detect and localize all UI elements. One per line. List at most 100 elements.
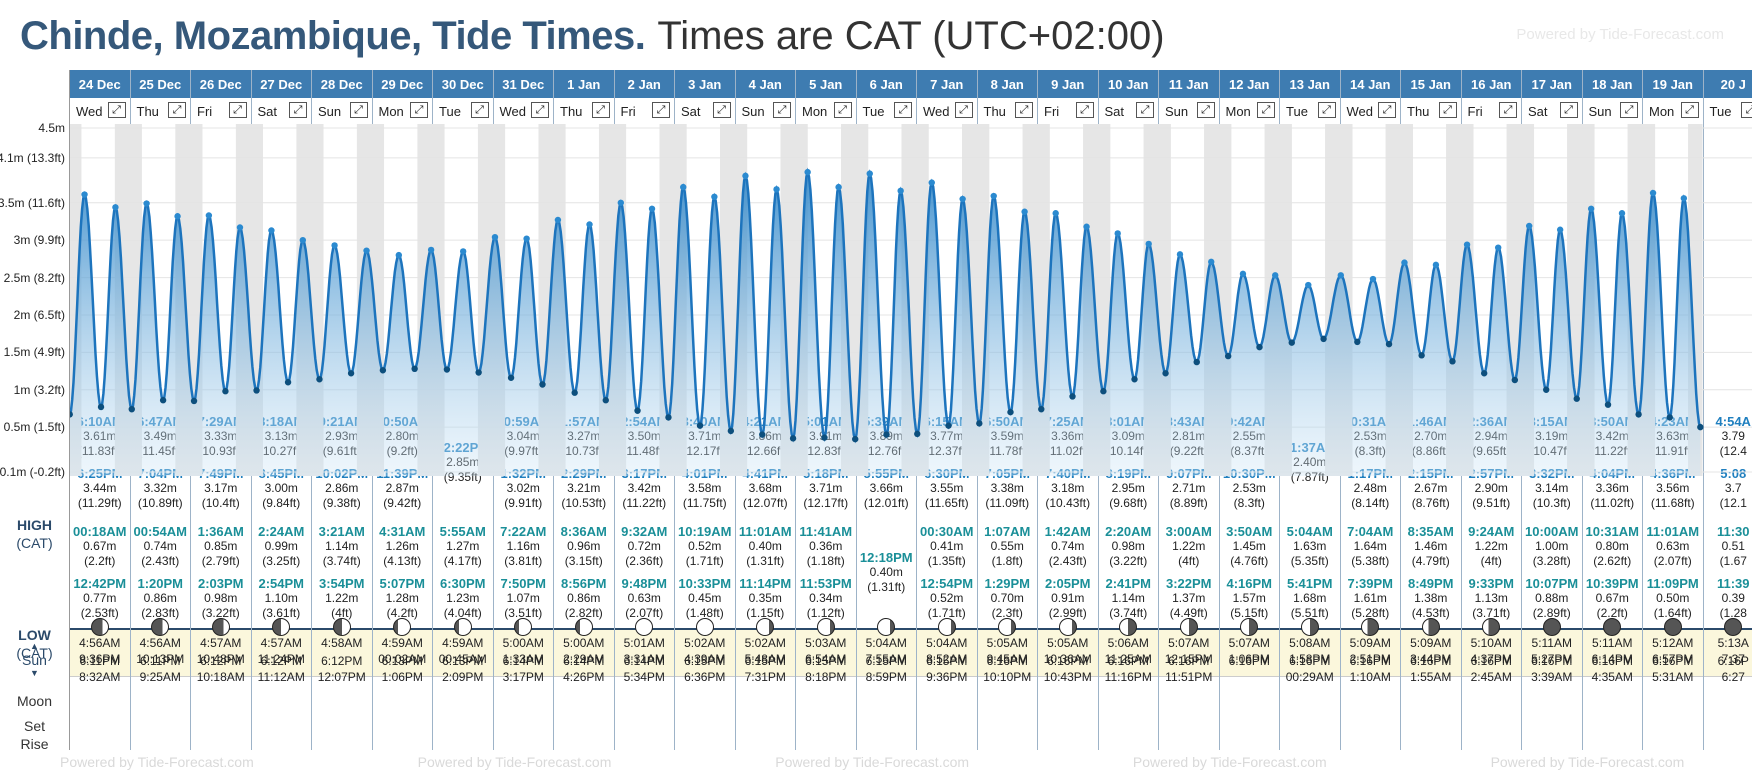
expand-icon[interactable]: ⤢	[1499, 102, 1517, 118]
expand-icon[interactable]: ⤢	[652, 102, 670, 118]
weekday-label: Mon ⤢	[796, 98, 856, 124]
powered-by-text[interactable]: Powered by Tide-Forecast.com	[1132, 754, 1327, 770]
expand-icon[interactable]: ⤢	[1620, 102, 1638, 118]
low-tide-height-m: 0.41m	[930, 539, 964, 553]
low-tide-entry: 7:50PM 1.07m (3.51ft)	[494, 576, 554, 621]
high-tide-height-ft: (9.51ft)	[1472, 496, 1511, 510]
expand-icon[interactable]: ⤢	[410, 102, 428, 118]
tide-point	[866, 170, 873, 177]
date-bar	[0, 70, 1752, 98]
expand-icon[interactable]: ⤢	[1257, 102, 1275, 118]
sunset-time: 6:15PM	[684, 654, 726, 668]
moonrise-time: 4:26PM	[563, 670, 605, 684]
high-tide-height-m: 3.38m	[990, 481, 1024, 495]
low-tide-height-m: 0.85m	[204, 539, 238, 553]
expand-icon[interactable]: ⤢	[1317, 102, 1336, 118]
y-axis-tick-label: 4.5m	[38, 121, 65, 135]
tide-point	[1069, 393, 1076, 400]
expand-icon[interactable]: ⤢	[1136, 102, 1154, 118]
sunset-time: 6:11PM	[140, 654, 181, 668]
expand-icon[interactable]: ⤢	[289, 102, 307, 118]
y-axis-tick-label: 1m (3.2ft)	[13, 382, 65, 397]
low-tide-time: 1:42AM	[1044, 524, 1091, 539]
low-tide-height-ft: (4ft)	[331, 606, 353, 620]
expand-icon[interactable]: ⤢	[1075, 102, 1094, 118]
low-tide-entry: 7:39PM 1.61m (5.28ft)	[1341, 576, 1401, 621]
low-tide-time: 8:35AM	[1407, 524, 1454, 539]
expand-icon[interactable]: ⤢	[228, 102, 247, 118]
expand-icon[interactable]: ⤢	[470, 102, 489, 118]
low-tide-entry: 3:21AM 1.14m (3.74ft)	[312, 524, 372, 569]
y-axis-tick-label: 2.5m (8.2ft)	[3, 270, 65, 285]
powered-by-text[interactable]: Powered by Tide-Forecast.com	[775, 754, 970, 770]
powered-by-text[interactable]: Powered by Tide-Forecast.com	[1490, 754, 1685, 770]
low-tide-height-ft: (2.79ft)	[201, 554, 240, 568]
tide-point	[1573, 395, 1580, 402]
expand-icon[interactable]: ⤢	[1559, 102, 1578, 118]
expand-icon[interactable]: ⤢	[168, 102, 186, 118]
sun-up-arrow-icon: ▲	[30, 641, 39, 651]
location-title: Chinde, Mozambique, Tide Times.	[20, 13, 646, 58]
low-tide-height-m: 0.96m	[567, 539, 601, 553]
weekday-label: Sun ⤢	[312, 98, 372, 124]
powered-by-text[interactable]: Powered by Tide-Forecast.com	[417, 754, 612, 770]
powered-by-top[interactable]: Powered by Tide-Forecast.com	[1516, 26, 1724, 43]
high-tide-height-ft: (8.76ft)	[1411, 496, 1450, 510]
expand-icon[interactable]: ⤢	[349, 102, 368, 118]
moonset-time: 3:44PM	[1410, 652, 1452, 666]
high-tide-height-ft: (12.07ft)	[742, 496, 788, 510]
sunset-time: 6:12PM	[200, 654, 242, 668]
moonrise-time: 5:31AM	[1652, 670, 1694, 684]
expand-icon[interactable]: ⤢	[773, 102, 791, 118]
sun-label-wrap: ▲ Sun ▼	[0, 642, 69, 678]
sunset-time: 6:16PM	[1289, 654, 1331, 668]
tide-point	[395, 251, 403, 259]
expand-icon[interactable]: ⤢	[591, 102, 610, 118]
sunrise-time: 5:05AM	[1047, 636, 1089, 650]
low-tz-label: (CAT)	[16, 645, 53, 661]
weekday-label: Wed ⤢	[70, 98, 130, 124]
weekday-text: Mon	[802, 103, 828, 119]
tide-point	[1083, 223, 1090, 230]
low-tide-entry: 9:48PM 0.63m (2.07ft)	[615, 576, 675, 621]
expand-icon[interactable]: ⤢	[833, 102, 852, 118]
moon-phase-icon	[1603, 618, 1622, 636]
low-tide-entry: 9:24AM 1.22m (4ft)	[1462, 524, 1522, 569]
low-tide-entry: 10:00AM 1.00m (3.28ft)	[1522, 524, 1582, 569]
tide-point	[128, 405, 135, 413]
high-tide-height-ft: (10.53ft)	[561, 496, 607, 510]
low-tide-height-m: 0.86m	[143, 591, 177, 605]
expand-icon[interactable]: ⤢	[954, 102, 973, 118]
low-tide-height-m: 0.72m	[627, 539, 661, 553]
weekday-text: Sat	[1104, 103, 1125, 119]
low-tide-height-m: 0.98m	[1111, 539, 1145, 553]
expand-icon[interactable]: ⤢	[1196, 102, 1215, 118]
low-tide-time: 2:24AM	[258, 524, 305, 539]
expand-icon[interactable]: ⤢	[894, 102, 912, 118]
moonrise-time: 00:29AM	[1285, 670, 1334, 684]
expand-icon[interactable]: ⤢	[1015, 102, 1033, 118]
powered-by-text[interactable]: Powered by Tide-Forecast.com	[60, 754, 254, 770]
expand-icon[interactable]: ⤢	[1378, 102, 1396, 118]
tide-point	[143, 200, 150, 207]
low-tide-time: 2:20AM	[1105, 524, 1152, 539]
high-tide-height-m: 2.86m	[325, 481, 359, 495]
tide-point	[459, 248, 467, 255]
tide-point	[539, 381, 546, 388]
expand-icon[interactable]: ⤢	[531, 102, 549, 118]
weekday-text: Thu	[1407, 103, 1430, 119]
date-label: 31 Dec	[502, 76, 545, 92]
high-tide-height-ft: (9.91ft)	[504, 496, 543, 510]
expand-icon[interactable]: ⤢	[107, 102, 126, 118]
expand-icon[interactable]: ⤢	[1741, 102, 1752, 118]
expand-icon[interactable]: ⤢	[712, 102, 731, 118]
expand-icon[interactable]: ⤢	[1680, 102, 1699, 118]
moonset-time: 9:45AM	[986, 652, 1028, 666]
low-tide-entry: 11:14PM 0.35m (1.15ft)	[736, 576, 796, 621]
y-axis-tick-label: 1.5m (4.9ft)	[3, 345, 65, 360]
date-label: 10 Jan	[1108, 76, 1149, 92]
sunrise-time: 5:13A	[1717, 636, 1749, 650]
low-tide-entry: 12:42PM 0.77m (2.53ft)	[70, 576, 130, 621]
tide-point	[1038, 405, 1045, 413]
expand-icon[interactable]: ⤢	[1438, 102, 1457, 118]
